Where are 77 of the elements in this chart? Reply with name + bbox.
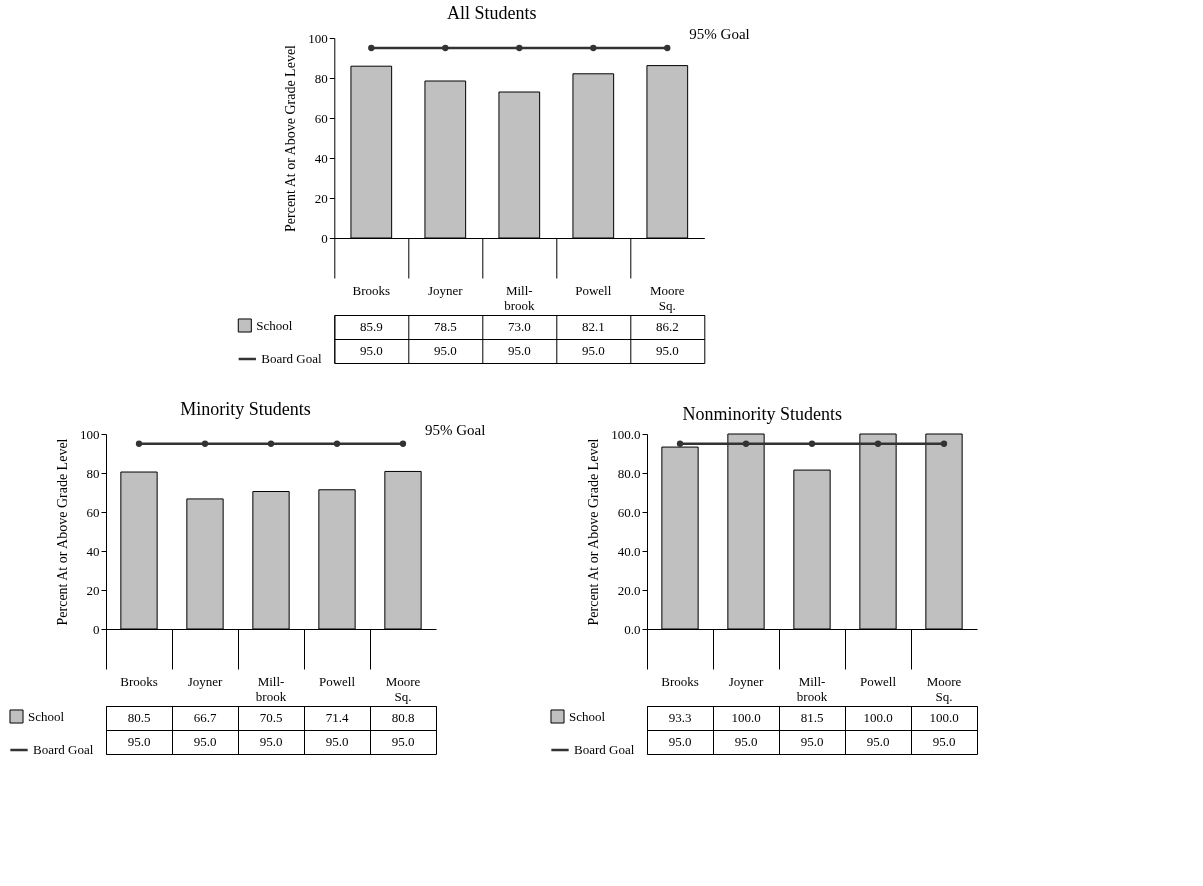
- legend-label: School: [256, 317, 293, 333]
- x-tick-label: Powell: [318, 673, 356, 689]
- data-label: 73.0: [507, 319, 531, 334]
- y-tick-label: 60.0: [617, 504, 641, 520]
- data-label: 86.2: [655, 319, 679, 334]
- y-tick-label: 60: [86, 504, 100, 520]
- data-label: 95.0: [127, 734, 151, 749]
- data-label: 100.0: [731, 710, 761, 725]
- y-tick-label: 0: [93, 621, 100, 637]
- y-tick-label: 40.0: [617, 543, 641, 559]
- x-tick-label: Mill-brook: [504, 282, 535, 313]
- y-tick-label: 80.0: [617, 465, 641, 481]
- x-tick-label: Joyner: [728, 673, 764, 689]
- data-label: 95.0: [325, 734, 349, 749]
- data-label: 71.4: [325, 710, 349, 725]
- y-tick-label: 100.0: [611, 426, 641, 442]
- data-label: 95.0: [433, 343, 457, 358]
- y-axis-title: Percent At or Above Grade Level: [586, 438, 602, 626]
- data-label: 95.0: [259, 734, 283, 749]
- x-tick-label: Brooks: [352, 282, 391, 298]
- data-label: 82.1: [581, 319, 605, 334]
- data-label: 80.5: [127, 710, 151, 725]
- y-tick-label: 80: [86, 465, 100, 481]
- legend-label: Board Goal: [574, 742, 635, 757]
- chart-title: Nonminority Students: [682, 404, 843, 424]
- chart-title: Minority Students: [180, 398, 311, 419]
- x-tick-label: Joyner: [427, 282, 464, 298]
- x-tick-label: Powell: [859, 673, 897, 689]
- data-label: 81.5: [800, 710, 824, 725]
- x-tick-label: Mill-brook: [796, 673, 828, 704]
- legend-label: Board Goal: [261, 351, 322, 366]
- x-tick-label: Moore Sq.: [649, 282, 685, 313]
- x-tick-label: Mill-brook: [255, 673, 287, 704]
- y-tick-label: 100: [80, 426, 100, 442]
- annotation: 95% Goal: [689, 26, 750, 42]
- data-label: 95.0: [866, 734, 890, 749]
- y-axis-title: Percent At or Above Grade Level: [283, 44, 299, 232]
- legend-label: School: [28, 708, 65, 724]
- legend-label: School: [569, 708, 606, 724]
- y-tick-label: 0: [321, 230, 328, 246]
- y-tick-label: 60: [314, 110, 328, 126]
- data-label: 70.5: [259, 710, 283, 725]
- legend-label: Board Goal: [33, 742, 94, 757]
- y-tick-label: 80: [314, 70, 328, 86]
- y-tick-label: 20: [314, 190, 328, 206]
- chart-title: All Students: [446, 3, 537, 23]
- y-axis-title: Percent At or Above Grade Level: [55, 438, 70, 626]
- data-label: 95.0: [507, 343, 531, 358]
- y-tick-label: 100: [308, 30, 328, 46]
- data-label: 95.0: [359, 343, 383, 358]
- data-label: 95.0: [391, 734, 415, 749]
- y-tick-label: 40: [86, 543, 100, 559]
- data-label: 95.0: [668, 734, 692, 749]
- data-label: 85.9: [359, 319, 383, 334]
- data-label: 95.0: [655, 343, 679, 358]
- x-tick-label: Brooks: [120, 673, 158, 689]
- y-tick-label: 40: [314, 150, 328, 166]
- data-label: 95.0: [800, 734, 824, 749]
- data-label: 80.8: [391, 710, 415, 725]
- x-tick-label: Moore Sq.: [926, 673, 962, 704]
- data-label: 95.0: [734, 734, 758, 749]
- data-label: 100.0: [929, 710, 959, 725]
- y-tick-label: 20.0: [617, 582, 641, 598]
- annotation: 95% Goal: [425, 421, 486, 438]
- y-tick-label: 20: [86, 582, 100, 598]
- data-label: 95.0: [581, 343, 605, 358]
- data-label: 78.5: [433, 319, 457, 334]
- data-label: 66.7: [193, 710, 217, 725]
- data-label: 93.3: [668, 710, 692, 725]
- data-label: 95.0: [932, 734, 956, 749]
- x-tick-label: Moore Sq.: [385, 673, 421, 704]
- x-tick-label: Brooks: [661, 673, 699, 689]
- x-tick-label: Powell: [575, 282, 612, 298]
- data-label: 95.0: [193, 734, 217, 749]
- data-label: 100.0: [863, 710, 893, 725]
- x-tick-label: Joyner: [187, 673, 223, 689]
- y-tick-label: 0.0: [624, 621, 641, 637]
